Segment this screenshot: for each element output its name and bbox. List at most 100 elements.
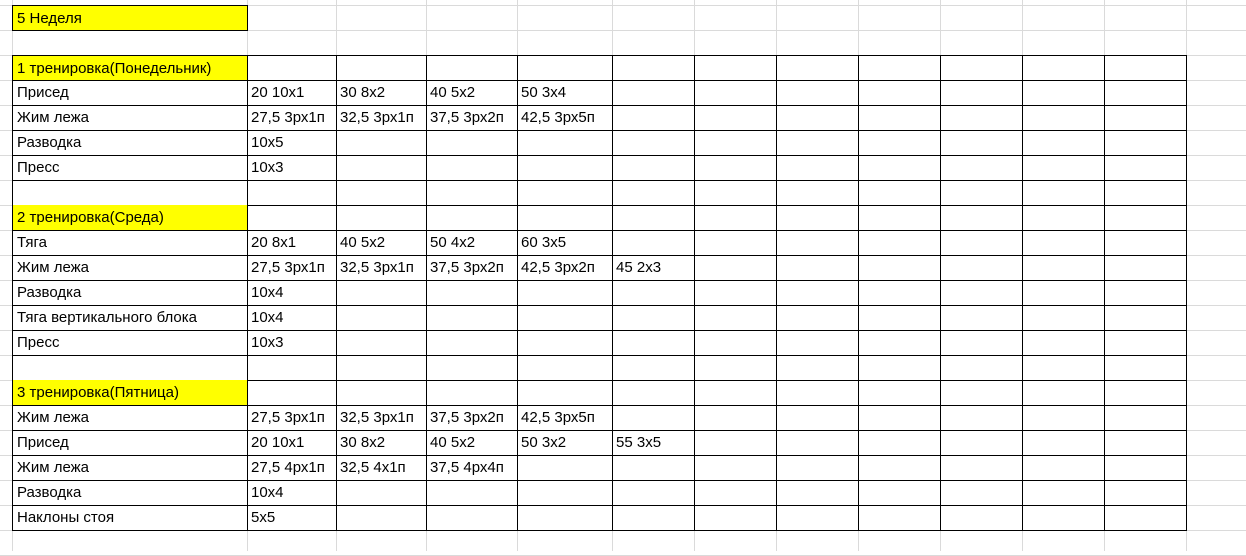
- data-cell[interactable]: [940, 280, 1023, 306]
- data-cell[interactable]: [694, 280, 777, 306]
- data-cell[interactable]: [1104, 255, 1187, 281]
- data-cell[interactable]: [247, 205, 337, 231]
- data-cell[interactable]: 40 5x2: [426, 80, 518, 106]
- data-cell[interactable]: [776, 280, 859, 306]
- row-label-cell[interactable]: Пресс: [12, 330, 248, 356]
- data-cell[interactable]: [1022, 280, 1105, 306]
- data-cell[interactable]: [776, 355, 859, 381]
- data-cell[interactable]: [426, 305, 518, 331]
- data-cell[interactable]: [612, 180, 695, 206]
- data-cell[interactable]: [1104, 305, 1187, 331]
- data-cell[interactable]: [1022, 430, 1105, 456]
- data-cell[interactable]: [1022, 405, 1105, 431]
- data-cell[interactable]: [858, 80, 941, 106]
- data-cell[interactable]: [858, 255, 941, 281]
- data-cell[interactable]: [1022, 505, 1105, 531]
- data-cell[interactable]: [694, 480, 777, 506]
- data-cell[interactable]: [1104, 180, 1187, 206]
- row-label-cell[interactable]: 1 тренировка(Понедельник): [12, 55, 248, 81]
- data-cell[interactable]: [336, 280, 427, 306]
- data-cell[interactable]: [858, 455, 941, 481]
- data-cell[interactable]: [858, 130, 941, 156]
- data-cell[interactable]: [694, 55, 777, 81]
- data-cell[interactable]: 40 5x2: [426, 430, 518, 456]
- data-cell[interactable]: [694, 205, 777, 231]
- row-label-cell[interactable]: [12, 180, 248, 206]
- data-cell[interactable]: [776, 380, 859, 406]
- data-cell[interactable]: 50 3x4: [517, 80, 613, 106]
- data-cell[interactable]: [1022, 155, 1105, 181]
- data-cell[interactable]: [940, 255, 1023, 281]
- data-cell[interactable]: 32,5 4x1п: [336, 455, 427, 481]
- data-cell[interactable]: 37,5 3рх2п: [426, 105, 518, 131]
- data-cell[interactable]: [612, 130, 695, 156]
- data-cell[interactable]: [776, 155, 859, 181]
- data-cell[interactable]: [1104, 455, 1187, 481]
- data-cell[interactable]: 27,5 3рх1п: [247, 105, 337, 131]
- data-cell[interactable]: [1022, 80, 1105, 106]
- data-cell[interactable]: [1022, 455, 1105, 481]
- data-cell[interactable]: [336, 480, 427, 506]
- data-cell[interactable]: [426, 280, 518, 306]
- data-cell[interactable]: [1104, 130, 1187, 156]
- data-cell[interactable]: [694, 105, 777, 131]
- data-cell[interactable]: [1104, 505, 1187, 531]
- data-cell[interactable]: [336, 155, 427, 181]
- data-cell[interactable]: [858, 430, 941, 456]
- data-cell[interactable]: [940, 55, 1023, 81]
- data-cell[interactable]: [776, 480, 859, 506]
- data-cell[interactable]: [940, 405, 1023, 431]
- data-cell[interactable]: [940, 505, 1023, 531]
- data-cell[interactable]: 10x3: [247, 155, 337, 181]
- data-cell[interactable]: [940, 380, 1023, 406]
- data-cell[interactable]: [940, 430, 1023, 456]
- data-cell[interactable]: [517, 380, 613, 406]
- data-cell[interactable]: [517, 280, 613, 306]
- data-cell[interactable]: [694, 430, 777, 456]
- data-cell[interactable]: [858, 330, 941, 356]
- data-cell[interactable]: 10x4: [247, 305, 337, 331]
- data-cell[interactable]: [1022, 330, 1105, 356]
- data-cell[interactable]: [247, 180, 337, 206]
- data-cell[interactable]: 40 5x2: [336, 230, 427, 256]
- data-cell[interactable]: [612, 105, 695, 131]
- data-cell[interactable]: [426, 130, 518, 156]
- data-cell[interactable]: 27,5 3рх1п: [247, 405, 337, 431]
- data-cell[interactable]: [694, 330, 777, 356]
- data-cell[interactable]: [517, 155, 613, 181]
- data-cell[interactable]: 5x5: [247, 505, 337, 531]
- data-cell[interactable]: [1104, 105, 1187, 131]
- data-cell[interactable]: [776, 430, 859, 456]
- data-cell[interactable]: [940, 230, 1023, 256]
- data-cell[interactable]: 27,5 4рх1п: [247, 455, 337, 481]
- data-cell[interactable]: [940, 455, 1023, 481]
- data-cell[interactable]: [776, 255, 859, 281]
- data-cell[interactable]: [694, 455, 777, 481]
- data-cell[interactable]: [612, 455, 695, 481]
- data-cell[interactable]: 20 10x1: [247, 430, 337, 456]
- data-cell[interactable]: 55 3x5: [612, 430, 695, 456]
- data-cell[interactable]: [612, 330, 695, 356]
- data-cell[interactable]: [1022, 380, 1105, 406]
- data-cell[interactable]: 32,5 3рх1п: [336, 405, 427, 431]
- data-cell[interactable]: 10x4: [247, 280, 337, 306]
- row-label-cell[interactable]: Разводка: [12, 480, 248, 506]
- data-cell[interactable]: [426, 155, 518, 181]
- data-cell[interactable]: [694, 230, 777, 256]
- data-cell[interactable]: [426, 355, 518, 381]
- data-cell[interactable]: [858, 205, 941, 231]
- data-cell[interactable]: [776, 455, 859, 481]
- data-cell[interactable]: [1104, 155, 1187, 181]
- data-cell[interactable]: [776, 80, 859, 106]
- data-cell[interactable]: 10x5: [247, 130, 337, 156]
- data-cell[interactable]: [694, 80, 777, 106]
- row-label-cell[interactable]: Присед: [12, 80, 248, 106]
- data-cell[interactable]: [940, 355, 1023, 381]
- data-cell[interactable]: 37,5 4рх4п: [426, 455, 518, 481]
- data-cell[interactable]: [612, 205, 695, 231]
- data-cell[interactable]: [517, 305, 613, 331]
- data-cell[interactable]: [776, 330, 859, 356]
- data-cell[interactable]: [1104, 230, 1187, 256]
- data-cell[interactable]: [517, 180, 613, 206]
- row-label-cell[interactable]: [12, 355, 248, 381]
